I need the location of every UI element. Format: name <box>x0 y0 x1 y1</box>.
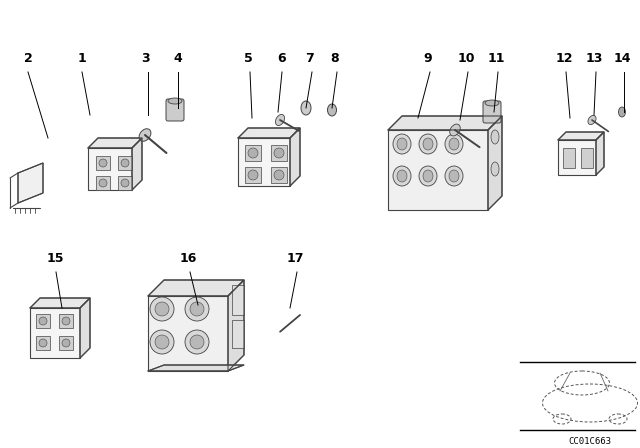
Bar <box>59 314 73 328</box>
Ellipse shape <box>248 148 258 158</box>
Bar <box>118 156 132 170</box>
Ellipse shape <box>155 335 169 349</box>
Ellipse shape <box>445 134 463 154</box>
Ellipse shape <box>450 124 460 136</box>
Text: 7: 7 <box>306 52 314 65</box>
Ellipse shape <box>275 114 285 125</box>
FancyBboxPatch shape <box>483 101 501 123</box>
Bar <box>271 145 287 161</box>
Ellipse shape <box>449 170 459 182</box>
Ellipse shape <box>150 330 174 354</box>
Bar <box>245 145 261 161</box>
Text: 4: 4 <box>173 52 182 65</box>
Polygon shape <box>228 280 244 371</box>
Ellipse shape <box>419 166 437 186</box>
Ellipse shape <box>449 138 459 150</box>
Ellipse shape <box>491 130 499 144</box>
Polygon shape <box>88 138 142 148</box>
Bar <box>563 148 575 168</box>
Ellipse shape <box>419 134 437 154</box>
Ellipse shape <box>328 104 337 116</box>
Bar <box>30 308 80 358</box>
Text: CC01C663: CC01C663 <box>568 438 611 447</box>
Ellipse shape <box>393 134 411 154</box>
Polygon shape <box>238 128 300 138</box>
Ellipse shape <box>423 138 433 150</box>
Ellipse shape <box>274 148 284 158</box>
Text: 8: 8 <box>331 52 339 65</box>
Ellipse shape <box>491 162 499 176</box>
Ellipse shape <box>274 170 284 180</box>
Text: 1: 1 <box>77 52 86 65</box>
Bar <box>232 320 244 348</box>
Polygon shape <box>132 138 142 190</box>
Polygon shape <box>596 132 604 175</box>
Ellipse shape <box>168 98 182 104</box>
Ellipse shape <box>121 179 129 187</box>
Bar <box>96 176 110 190</box>
Text: 12: 12 <box>556 52 573 65</box>
Bar <box>271 167 287 183</box>
Ellipse shape <box>99 179 107 187</box>
Polygon shape <box>30 298 90 308</box>
Ellipse shape <box>150 297 174 321</box>
FancyBboxPatch shape <box>166 99 184 121</box>
Text: 17: 17 <box>286 251 304 264</box>
Text: 3: 3 <box>141 52 149 65</box>
Ellipse shape <box>62 317 70 325</box>
Ellipse shape <box>62 339 70 347</box>
Text: 9: 9 <box>424 52 432 65</box>
Text: 6: 6 <box>278 52 286 65</box>
Text: 10: 10 <box>457 52 475 65</box>
Bar <box>96 156 110 170</box>
Text: 16: 16 <box>179 251 196 264</box>
Polygon shape <box>148 365 244 371</box>
Bar <box>245 167 261 183</box>
Polygon shape <box>80 298 90 358</box>
Text: 2: 2 <box>24 52 33 65</box>
Bar <box>59 336 73 350</box>
Ellipse shape <box>248 170 258 180</box>
Ellipse shape <box>121 159 129 167</box>
Bar <box>88 148 132 190</box>
Bar <box>36 314 50 328</box>
Polygon shape <box>18 163 43 203</box>
Ellipse shape <box>423 170 433 182</box>
Ellipse shape <box>99 159 107 167</box>
Bar <box>148 296 228 371</box>
Polygon shape <box>148 280 244 296</box>
Bar <box>558 140 596 175</box>
Bar <box>118 176 132 190</box>
Text: 11: 11 <box>487 52 505 65</box>
Polygon shape <box>388 116 502 130</box>
Polygon shape <box>290 128 300 186</box>
Bar <box>238 138 290 186</box>
Ellipse shape <box>301 101 311 115</box>
Ellipse shape <box>190 302 204 316</box>
Ellipse shape <box>190 335 204 349</box>
Ellipse shape <box>445 166 463 186</box>
Ellipse shape <box>397 170 407 182</box>
Bar <box>36 336 50 350</box>
Ellipse shape <box>39 339 47 347</box>
Ellipse shape <box>485 100 499 106</box>
Ellipse shape <box>588 116 596 125</box>
Ellipse shape <box>155 302 169 316</box>
Text: 5: 5 <box>244 52 252 65</box>
Bar <box>581 148 593 168</box>
Ellipse shape <box>397 138 407 150</box>
Ellipse shape <box>139 129 151 141</box>
Text: 15: 15 <box>46 251 64 264</box>
Ellipse shape <box>618 107 625 117</box>
Bar <box>388 130 488 210</box>
Ellipse shape <box>393 166 411 186</box>
Text: 13: 13 <box>586 52 603 65</box>
Ellipse shape <box>185 297 209 321</box>
Ellipse shape <box>39 317 47 325</box>
Polygon shape <box>558 132 604 140</box>
Text: 14: 14 <box>613 52 631 65</box>
Bar <box>232 285 244 315</box>
Ellipse shape <box>185 330 209 354</box>
Polygon shape <box>488 116 502 210</box>
